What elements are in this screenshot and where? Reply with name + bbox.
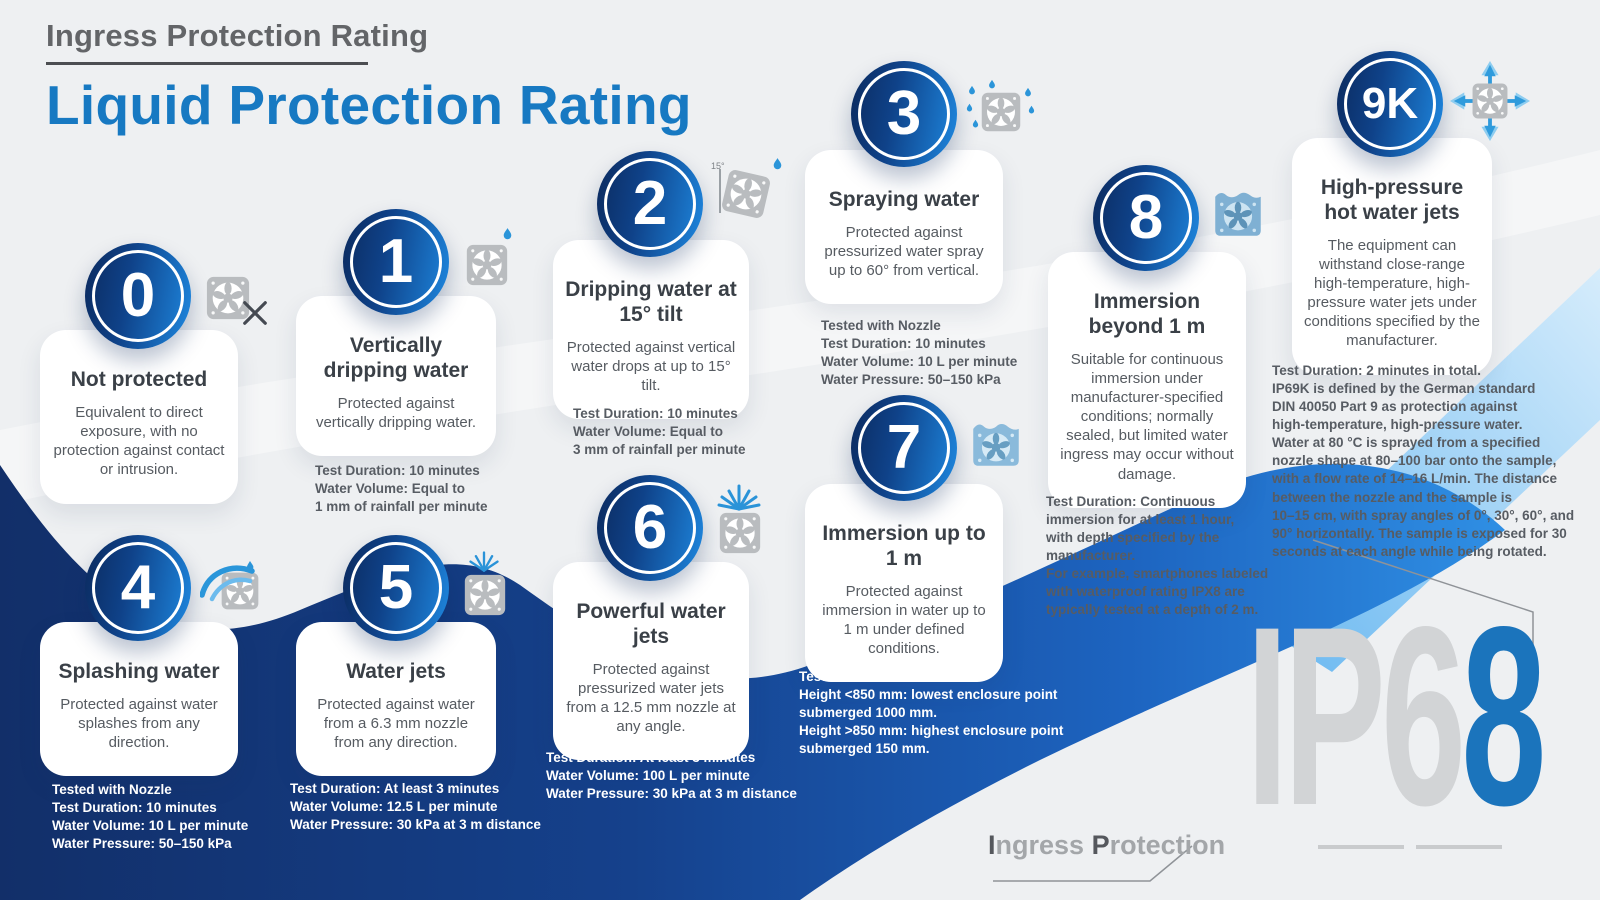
card-title: Powerful water jets [576,600,726,648]
card-title: Immersion beyond 1 m [1088,290,1206,338]
ip68-gray-part: IP6 [1246,574,1466,859]
fan-immersion-icon [970,417,1026,473]
card-title: High-pressure hot water jets [1320,176,1464,224]
card-description: Protected against vertically dripping wa… [315,394,477,431]
callout-line-9k [1312,539,1534,686]
ip68-watermark: IP68 [1246,589,1546,844]
fan-drip-icon [463,227,523,293]
fan-deep-immersion-icon [1212,187,1268,243]
test-specs: Test Duration: 10 minutes Water Volume: … [315,463,488,515]
ingress-protection-label: Ingress Protection [988,830,1226,860]
card-panel: High-pressure hot water jets The equipme… [1292,138,1492,375]
card-panel: Powerful water jets Protected against pr… [553,562,749,761]
card-description: Protected against vertical water drops a… [566,338,736,394]
title-underline [46,62,368,65]
fan-splash-icon [200,557,268,615]
card-panel: Not protected Equivalent to direct expos… [40,330,238,504]
digit-8-underline [1416,845,1502,849]
card-description: Protected against water from a 6.3 mm no… [317,695,475,752]
card-description: Equivalent to direct exposure, with no p… [53,403,225,479]
card-panel: Immersion beyond 1 m Suitable for contin… [1048,252,1246,508]
test-specs: Test Duration: 30 minutes. Height <850 m… [799,669,1064,757]
card-panel: Splashing water Protected against water … [40,622,238,777]
rating-badge-2: 2 [597,151,703,257]
digit-6-underline [1318,845,1404,849]
test-specs: Test Duration: At least 3 minutes Water … [546,750,797,802]
test-specs: Test Duration: At least 3 minutes Water … [290,781,541,833]
card-description: Suitable for continuous immersion under … [1060,350,1234,483]
rating-badge-4: 4 [85,535,191,641]
card-description: Protected against water splashes from an… [60,695,218,752]
card-title: Spraying water [828,188,980,211]
card-description: The equipment can withstand close-range … [1304,236,1480,350]
fan-jet-icon [460,549,520,619]
test-specs: Tested with Nozzle Test Duration: 10 min… [821,318,1018,388]
card-description: Protected against pressurized water jets… [566,660,736,736]
page-title: Liquid Protection Rating [46,74,692,136]
ip68-blue-part: 8 [1461,574,1547,859]
fan-strong-jet-icon [713,483,777,561]
fan-tilt-drip-icon: 15° [711,163,791,229]
card-title: Not protected [70,368,208,391]
card-title: Splashing water [58,660,220,683]
card-title: Vertically dripping water [323,334,469,382]
fan-spray-icon [965,83,1037,143]
card-panel: Immersion up to 1 m Protected against im… [805,484,1003,683]
main-wave [0,463,1505,900]
rating-badge-1: 1 [343,209,449,315]
fan-crossed-icon [205,273,277,333]
fan-high-pressure-icon [1450,61,1534,145]
test-specs: Test Duration: 10 minutes Water Volume: … [573,406,746,458]
card-panel: Vertically dripping water Protected agai… [296,296,496,456]
rating-badge-9k: 9K [1337,51,1443,157]
card-description: Protected against immersion in water up … [822,582,986,658]
card-panel: Spraying water Protected against pressur… [805,150,1003,305]
rating-badge-3: 3 [851,61,957,167]
rating-badge-8: 8 [1093,165,1199,271]
rating-badge-0: 0 [85,243,191,349]
card-title: Dripping water at 15° tilt [565,278,737,326]
test-specs: Test Duration: Continuous immersion for … [1046,494,1269,618]
card-description: Protected against pressurized water spra… [824,223,984,280]
card-panel: Dripping water at 15° tilt Protected aga… [553,240,749,420]
card-title: Immersion up to 1 m [822,522,986,570]
tilt-reference-line [719,169,721,213]
eyebrow-title: Ingress Protection Rating [46,18,429,53]
card-title: Water jets [346,660,446,683]
rating-badge-7: 7 [851,395,957,501]
rating-badge-5: 5 [343,535,449,641]
tilt-angle-label: 15° [711,161,725,171]
test-specs: Tested with Nozzle Test Duration: 10 min… [52,782,249,852]
card-panel: Water jets Protected against water from … [296,622,496,777]
test-specs: Test Duration: 2 minutes in total. IP69K… [1272,363,1575,559]
rating-badge-6: 6 [597,475,703,581]
callout-line-label [993,845,1193,882]
header: Ingress Protection Rating Liquid Protect… [46,18,692,137]
